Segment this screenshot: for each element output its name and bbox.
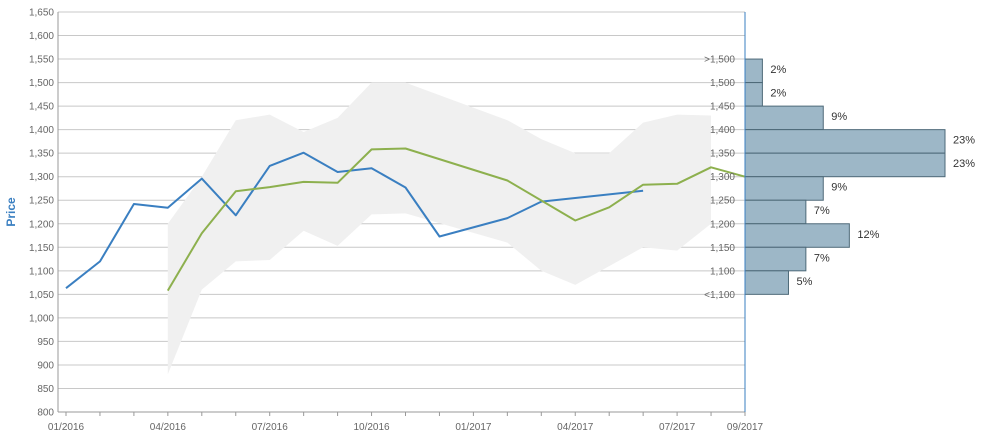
- distribution-bar-label: 2%: [770, 88, 786, 100]
- x-tick-label: 04/2016: [150, 422, 187, 433]
- distribution-bar-label: 23%: [953, 135, 975, 147]
- distribution-category-label: 1,150: [710, 243, 735, 254]
- distribution-bar-label: 5%: [796, 276, 812, 288]
- x-tick-label: 01/2017: [455, 422, 492, 433]
- y-tick-label: 900: [37, 360, 54, 371]
- y-tick-label: 1,000: [29, 313, 54, 324]
- distribution-category-label: <1,100: [704, 290, 735, 301]
- y-tick-label: 1,300: [29, 172, 54, 183]
- range-band: [167, 82, 712, 375]
- series-layer: [65, 147, 746, 292]
- x-tick-label: 09/2017: [727, 422, 764, 433]
- y-tick-label: 1,550: [29, 55, 54, 66]
- y-axis-label: Price: [4, 197, 18, 227]
- x-tick-label: 10/2016: [353, 422, 390, 433]
- y-tick-label: 800: [37, 408, 54, 419]
- distribution-bar: [744, 129, 946, 154]
- y-tick-label: 1,500: [29, 78, 54, 89]
- distribution-category-label: 1,400: [710, 125, 735, 136]
- x-tick-label: 07/2016: [252, 422, 289, 433]
- distribution-category-label: >1,500: [704, 55, 735, 66]
- y-tick-label: 1,050: [29, 290, 54, 301]
- distribution-bar-label: 12%: [857, 229, 879, 241]
- x-tick-label: 04/2017: [557, 422, 594, 433]
- distribution-bar: [744, 176, 824, 201]
- distribution-category-label: 1,100: [710, 266, 735, 277]
- distribution-bar-label: 9%: [831, 182, 847, 194]
- y-tick-label: 1,250: [29, 196, 54, 207]
- y-tick-label: 850: [37, 384, 54, 395]
- x-tick-label: 01/2016: [48, 422, 85, 433]
- axes: [57, 12, 746, 416]
- distribution-bar-label: 9%: [831, 111, 847, 123]
- y-tick-label: 1,200: [29, 219, 54, 230]
- distribution-bar-label: 23%: [953, 158, 975, 170]
- distribution-bar: [744, 270, 789, 295]
- x-axis-ticks: 01/2016 04/2016 07/2016 10/2016 01/2017 04/20…: [48, 422, 764, 433]
- distribution-category-label: 1,250: [710, 196, 735, 207]
- distribution-bar: [744, 246, 807, 272]
- distribution-category-label: 1,350: [710, 149, 735, 160]
- y-tick-label: 1,400: [29, 125, 54, 136]
- distribution-category-label: 1,200: [710, 219, 735, 230]
- distribution-bar-label: 2%: [770, 64, 786, 76]
- distribution-bar: [744, 223, 850, 248]
- distribution-bar: [744, 105, 824, 131]
- y-tick-label: 1,100: [29, 266, 54, 277]
- distribution-category-label: 1,300: [710, 172, 735, 183]
- distribution-histogram: 2%2%9%23%23%9%7%12%7%5%>1,5001,5001,4501…: [704, 55, 975, 301]
- y-tick-label: 1,350: [29, 149, 54, 160]
- y-tick-label: 1,450: [29, 102, 54, 113]
- distribution-bar: [744, 82, 763, 107]
- y-tick-label: 1,150: [29, 243, 54, 254]
- distribution-category-label: 1,450: [710, 102, 735, 113]
- distribution-bar: [744, 199, 807, 225]
- distribution-category-label: 1,500: [710, 78, 735, 89]
- distribution-bar: [744, 152, 946, 178]
- distribution-bar-label: 7%: [814, 205, 830, 217]
- x-tick-label: 07/2017: [659, 422, 696, 433]
- y-tick-label: 1,600: [29, 31, 54, 42]
- distribution-bar-label: 7%: [814, 252, 830, 264]
- distribution-bar: [744, 58, 763, 84]
- y-tick-label: 1,650: [29, 8, 54, 19]
- series-line-2: [166, 147, 746, 292]
- series-line-1: [65, 151, 644, 289]
- y-tick-label: 950: [37, 337, 54, 348]
- y-axis-ticks: 800 850 900 950 1,000 1,050 1,100 1,150 1,200 1,2…: [29, 8, 54, 419]
